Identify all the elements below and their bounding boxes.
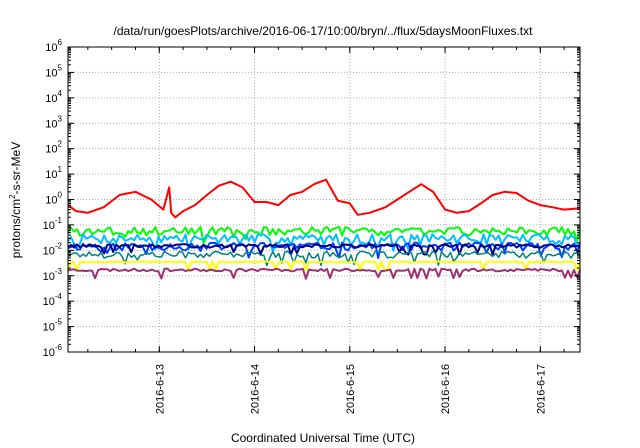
y-tick-label: 10-6: [43, 343, 63, 359]
y-tick-label: 103: [45, 114, 62, 130]
series-group: [67, 178, 581, 280]
series-line-6: [67, 260, 581, 271]
x-tick-label: 2016-6-16: [440, 364, 452, 414]
y-axis-label: protons/cm2-s-sr-MeV: [8, 142, 23, 258]
y-tick-label: 106: [45, 38, 62, 54]
y-axis: 10-6 10-5 10-4 10-3 10-2 10-1 100 101 102 103 104 1…: [43, 38, 580, 359]
y-tick-label: 104: [45, 89, 62, 105]
series-line-5: [67, 250, 581, 267]
x-axis: 2016-6-13 2016-6-14 2016-6-15 2016-6-16 2016…: [87, 47, 565, 414]
series-line-7: [67, 267, 581, 280]
y-tick-label: 10-3: [43, 267, 63, 283]
x-axis-label: Coordinated Universal Time (UTC): [231, 431, 415, 445]
x-tick-label: 2016-6-15: [345, 364, 357, 414]
grid: [68, 47, 580, 352]
x-tick-label: 2016-6-14: [250, 364, 262, 414]
y-tick-label: 102: [45, 140, 62, 156]
series-line-0: [67, 178, 581, 219]
y-tick-label: 101: [45, 165, 62, 181]
series-line-1: [67, 225, 581, 244]
y-tick-label: 10-1: [43, 216, 63, 232]
x-tick-label: 2016-6-13: [154, 364, 166, 414]
x-tick-label: 2016-6-17: [535, 364, 547, 414]
y-tick-label: 10-2: [43, 241, 63, 257]
y-tick-label: 10-5: [43, 318, 63, 334]
chart-title: /data/run/goesPlots/archive/2016-06-17/1…: [114, 24, 534, 38]
series-line-4: [67, 243, 581, 256]
y-tick-label: 100: [45, 191, 62, 207]
y-tick-label: 10-4: [43, 292, 63, 308]
y-tick-label: 105: [45, 63, 62, 79]
